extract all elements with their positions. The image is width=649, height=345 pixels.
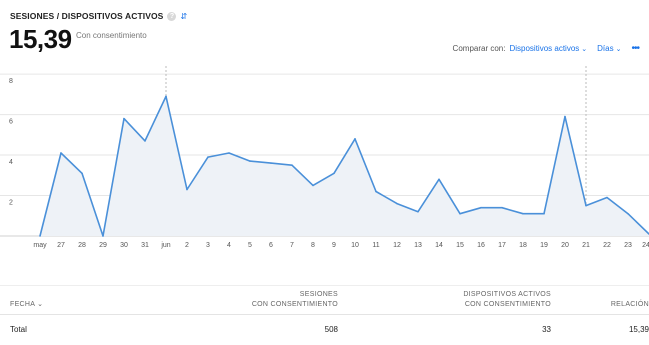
data-point xyxy=(207,156,209,158)
x-tick-label: 13 xyxy=(414,242,422,249)
x-tick-label: 17 xyxy=(498,242,506,249)
metric-title: SESIONES / DISPOSITIVOS ACTIVOS xyxy=(10,11,164,21)
x-tick-label: may xyxy=(33,242,47,249)
y-tick-label: 2 xyxy=(9,200,13,207)
x-tick-label: 22 xyxy=(603,242,611,249)
x-tick-label: 3 xyxy=(206,242,210,249)
column-header-dispositivos[interactable]: DISPOSITIVOS ACTIVOS CON CONSENTIMIENTO xyxy=(463,290,551,310)
data-point xyxy=(186,188,188,191)
compare-dropdown[interactable]: Dispositivos activos ⌄ xyxy=(509,44,587,53)
swap-metrics-icon[interactable]: ⇵ xyxy=(180,11,188,21)
column-header-dispositivos-line1: DISPOSITIVOS ACTIVOS xyxy=(463,291,551,298)
x-tick-label: 12 xyxy=(393,242,401,249)
data-point xyxy=(249,160,251,162)
data-point xyxy=(564,115,566,118)
x-tick-label: 16 xyxy=(477,242,485,249)
x-tick-label: 19 xyxy=(540,242,548,249)
data-point xyxy=(606,196,608,199)
y-tick-label: 8 xyxy=(9,78,13,85)
data-point xyxy=(39,235,41,237)
x-tick-label: 31 xyxy=(141,242,149,249)
data-point xyxy=(522,212,524,215)
data-point xyxy=(585,204,587,207)
x-tick-label: 11 xyxy=(372,242,379,249)
y-tick-label: 6 xyxy=(9,119,13,126)
compare-controls: Comparar con: Dispositivos activos ⌄ Días… xyxy=(452,43,640,54)
x-tick-label: 4 xyxy=(227,242,231,249)
total-dispositivos: 33 xyxy=(542,325,551,334)
data-point xyxy=(375,190,377,193)
x-tick-label: 27 xyxy=(57,242,65,249)
x-tick-label: 5 xyxy=(248,242,252,249)
column-header-sesiones[interactable]: SESIONES CON CONSENTIMIENTO xyxy=(252,290,338,310)
data-point xyxy=(291,164,293,166)
column-header-fecha[interactable]: FECHA ⌄ xyxy=(10,300,43,310)
column-header-sesiones-line2: CON CONSENTIMIENTO xyxy=(251,301,338,308)
compare-dropdown-label: Dispositivos activos xyxy=(509,44,580,53)
metric-subtitle: Con consentimiento xyxy=(76,31,147,40)
data-point xyxy=(312,184,314,187)
more-options-icon[interactable]: ••• xyxy=(631,43,639,54)
x-tick-label: 29 xyxy=(99,242,107,249)
data-point xyxy=(627,212,629,215)
data-point xyxy=(480,206,482,209)
data-point xyxy=(123,117,125,120)
compare-label: Comparar con: xyxy=(452,44,506,53)
x-tick-label: 23 xyxy=(624,242,632,249)
column-header-relacion-label: RELACIÓN xyxy=(610,301,649,308)
x-tick-label: jun xyxy=(160,242,170,249)
data-point xyxy=(459,212,461,215)
x-tick-label: 7 xyxy=(290,242,294,249)
data-point xyxy=(144,140,146,142)
column-header-fecha-label: FECHA xyxy=(10,301,35,308)
data-point xyxy=(165,95,167,98)
metric-value: 15,39 xyxy=(9,24,72,54)
x-tick-label: 24 xyxy=(642,242,649,249)
data-point xyxy=(60,152,62,154)
x-tick-label: 21 xyxy=(582,242,590,249)
table-row-total: Total 508 33 15,39 xyxy=(0,318,649,338)
y-tick-label: 4 xyxy=(9,159,13,166)
x-tick-label: 2 xyxy=(185,242,189,249)
x-tick-label: 6 xyxy=(269,242,273,249)
period-dropdown[interactable]: Días ⌄ xyxy=(597,44,621,53)
data-point xyxy=(333,172,335,175)
metric-title-row: SESIONES / DISPOSITIVOS ACTIVOS ? ⇵ xyxy=(10,11,187,21)
period-dropdown-label: Días xyxy=(597,44,614,53)
total-label: Total xyxy=(10,325,27,334)
data-point xyxy=(543,212,545,215)
data-point xyxy=(396,202,398,205)
x-tick-label: 30 xyxy=(120,242,128,249)
x-tick-label: 10 xyxy=(351,242,359,249)
data-point xyxy=(501,206,503,209)
data-point xyxy=(102,235,104,237)
x-tick-label: 28 xyxy=(78,242,86,249)
data-point xyxy=(438,178,440,181)
column-header-sesiones-line1: SESIONES xyxy=(299,291,338,298)
x-tick-label: 9 xyxy=(332,242,336,249)
data-point xyxy=(354,138,356,140)
data-point xyxy=(270,162,272,164)
help-icon[interactable]: ? xyxy=(167,11,177,21)
table-header: FECHA ⌄ SESIONES CON CONSENTIMIENTO DISP… xyxy=(0,285,649,315)
data-point xyxy=(417,210,419,213)
data-point xyxy=(228,152,230,154)
x-tick-label: 15 xyxy=(456,242,464,249)
series-area xyxy=(40,96,649,237)
total-relacion: 15,39 xyxy=(628,325,649,334)
x-tick-label: 14 xyxy=(435,242,443,249)
x-tick-label: 20 xyxy=(561,242,569,249)
chevron-down-icon: ⌄ xyxy=(581,46,588,53)
chevron-down-icon: ⌄ xyxy=(615,46,622,53)
sort-icon: ⌄ xyxy=(37,301,44,308)
total-sesiones: 508 xyxy=(324,325,338,334)
data-point xyxy=(81,172,83,175)
x-tick-label: 8 xyxy=(311,242,315,249)
column-header-dispositivos-line2: CON CONSENTIMIENTO xyxy=(464,301,551,308)
series-line xyxy=(39,95,649,237)
column-header-relacion[interactable]: RELACIÓN xyxy=(611,300,649,310)
x-tick-label: 18 xyxy=(519,242,527,249)
